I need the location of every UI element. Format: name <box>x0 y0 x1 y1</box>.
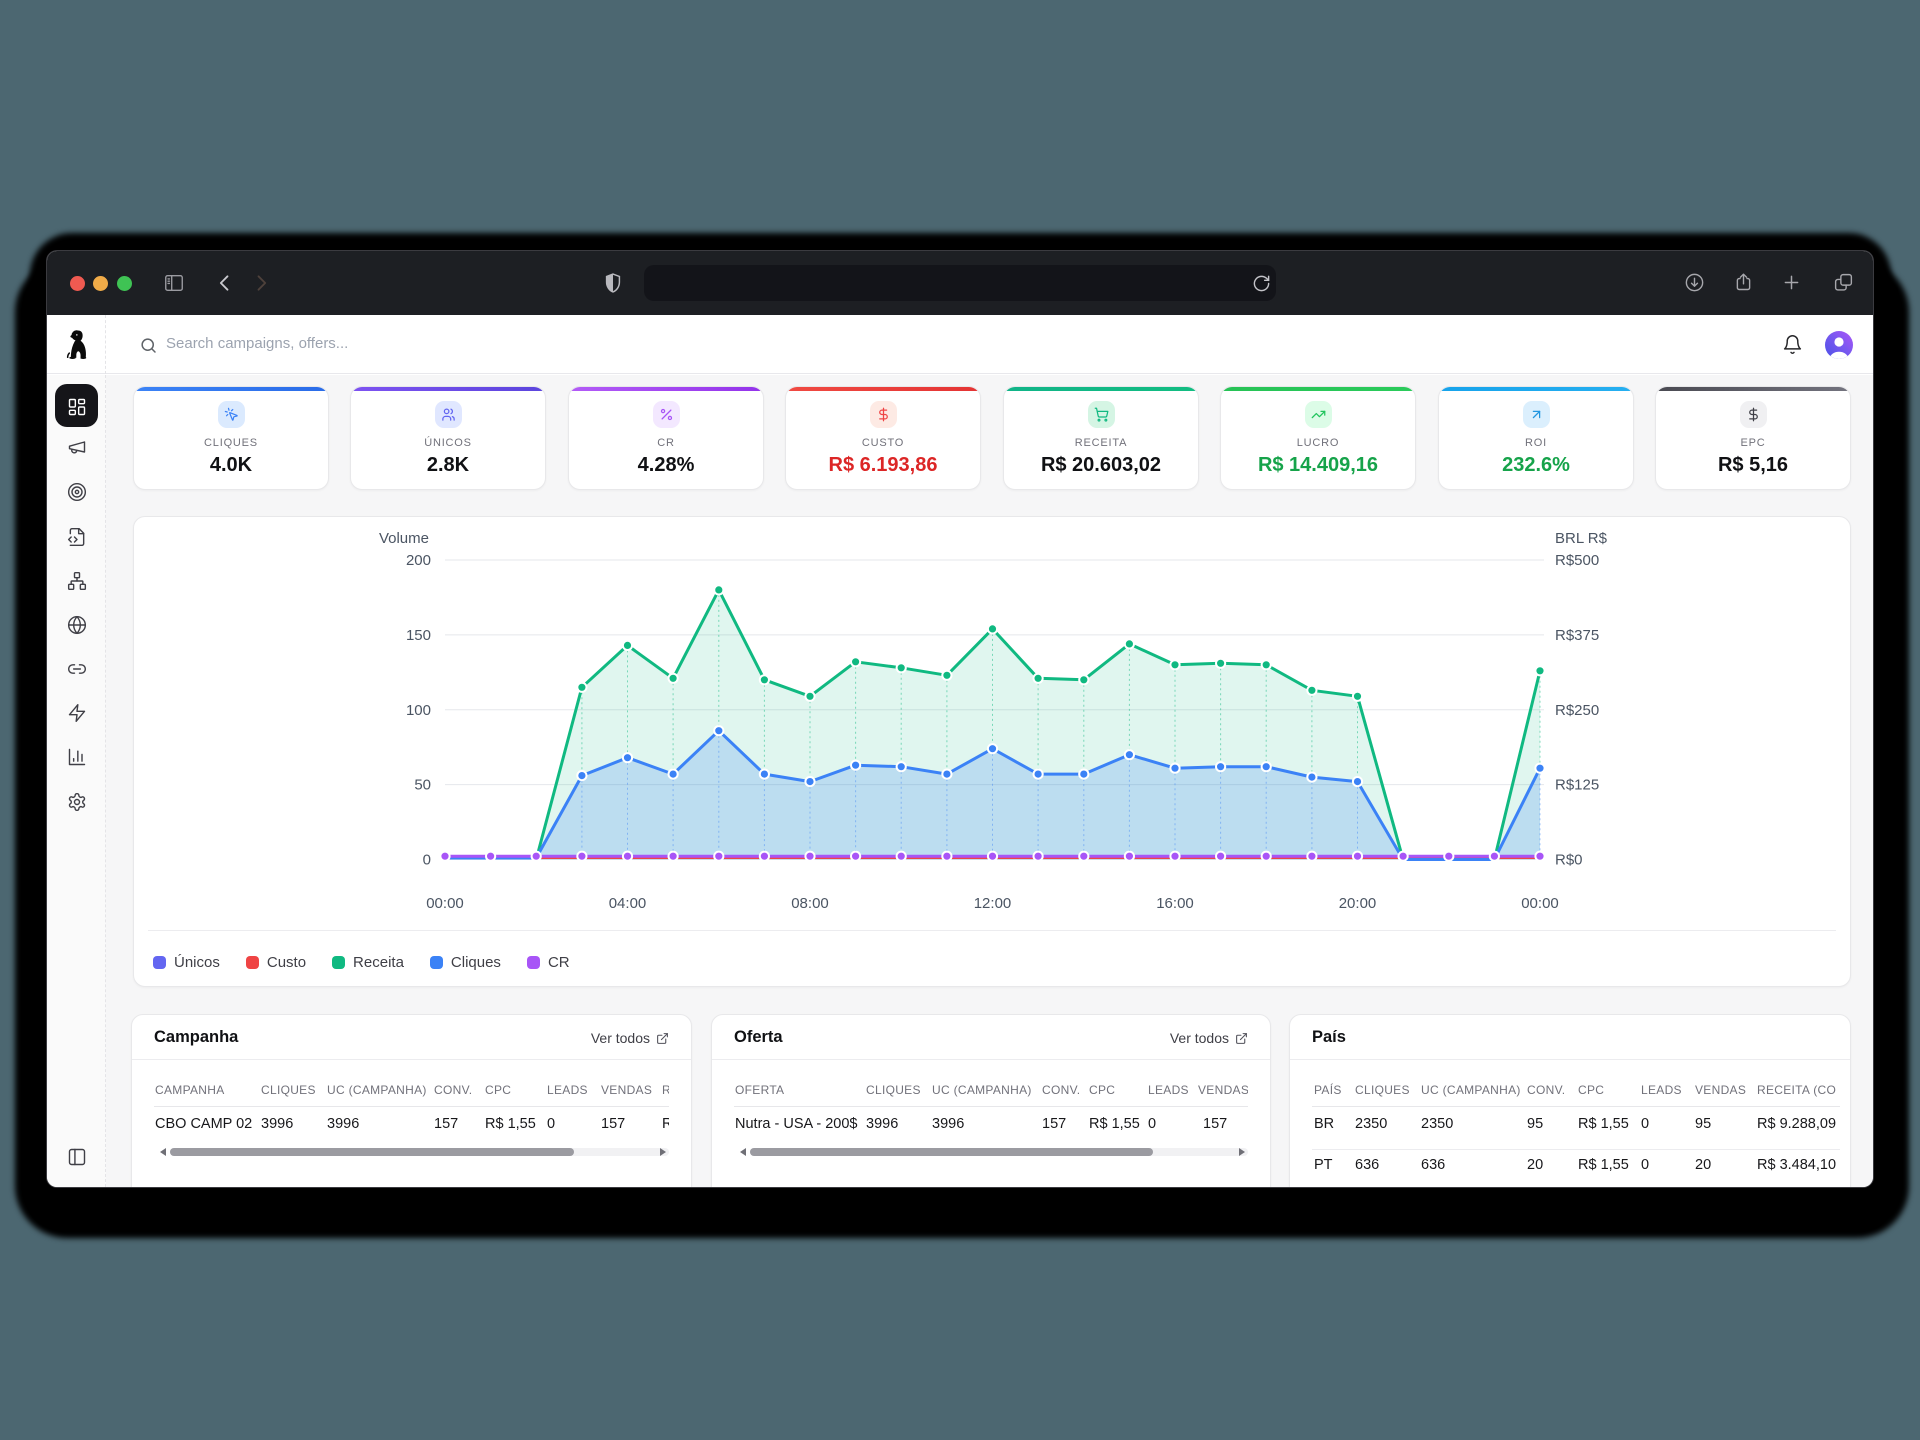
svg-text:R$500: R$500 <box>1555 552 1599 569</box>
svg-text:04:00: 04:00 <box>609 895 647 912</box>
svg-text:20:00: 20:00 <box>1339 895 1377 912</box>
svg-text:50: 50 <box>414 777 431 794</box>
svg-text:Volume: Volume <box>379 530 429 547</box>
svg-text:00:00: 00:00 <box>426 895 464 912</box>
svg-text:200: 200 <box>406 552 431 569</box>
svg-text:R$375: R$375 <box>1555 627 1599 644</box>
svg-text:R$250: R$250 <box>1555 702 1599 719</box>
svg-text:08:00: 08:00 <box>791 895 829 912</box>
svg-text:16:00: 16:00 <box>1156 895 1194 912</box>
svg-text:100: 100 <box>406 702 431 719</box>
svg-text:150: 150 <box>406 627 431 644</box>
svg-text:0: 0 <box>423 852 431 869</box>
svg-text:00:00: 00:00 <box>1521 895 1559 912</box>
svg-text:12:00: 12:00 <box>974 895 1012 912</box>
svg-text:R$0: R$0 <box>1555 852 1583 869</box>
svg-text:BRL R$: BRL R$ <box>1555 530 1608 547</box>
svg-text:R$125: R$125 <box>1555 777 1599 794</box>
